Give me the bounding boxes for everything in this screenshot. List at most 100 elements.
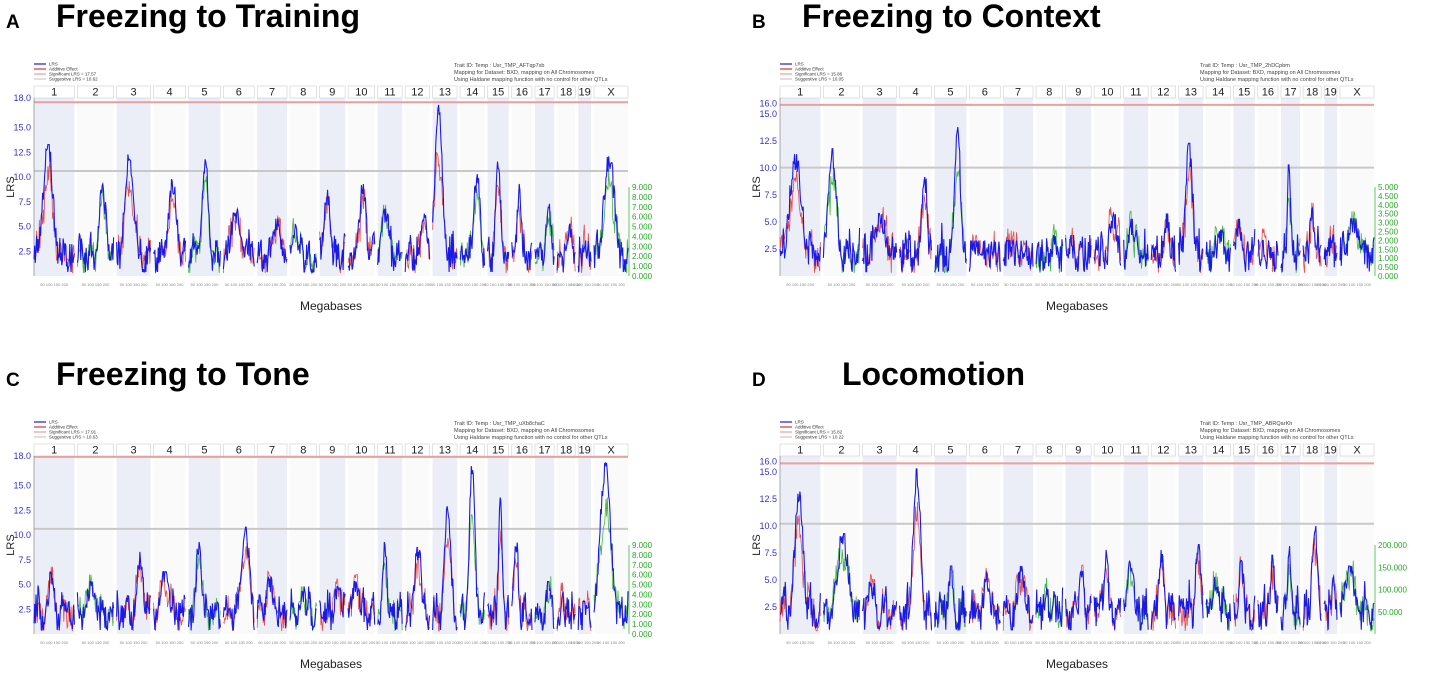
right-tick-label: 9.000 <box>632 183 653 192</box>
megabase-ticks: 50 100 150 200 <box>289 640 318 645</box>
chromosome-label: 4 <box>912 445 918 457</box>
chromosome-band <box>862 456 897 634</box>
chromosome-header <box>1205 443 1231 457</box>
lrs-trace <box>577 600 592 631</box>
legend-label: Suggestive LRS = 10.05 <box>795 77 844 82</box>
chromosome-header <box>1065 85 1092 99</box>
x-axis-label: Megabases <box>300 657 362 671</box>
megabase-ticks: 50 100 150 200 <box>531 640 560 645</box>
chromosome-header <box>432 85 458 99</box>
lrs-trace <box>933 565 967 630</box>
megabase-ticks: 50 100 150 200 <box>82 640 111 645</box>
right-tick-label: 5.000 <box>632 223 653 232</box>
megabase-ticks: 50 100 150 200 <box>1149 640 1178 645</box>
lrs-trace <box>1178 543 1204 629</box>
chromosome-label: X <box>1353 445 1361 457</box>
lrs-trace <box>487 497 510 630</box>
lrs-trace <box>404 546 431 631</box>
mapping-text: Mapping for Dataset: BXD, mapping on All… <box>454 70 595 76</box>
chromosome-label: 18 <box>1306 87 1318 99</box>
lrs-trace <box>968 571 1001 630</box>
chromosome-band <box>1303 456 1322 634</box>
method-text: Using Haldane mapping function with no c… <box>1200 435 1354 441</box>
chromosome-label: 19 <box>578 87 590 99</box>
chromosome-label: 2 <box>838 445 844 457</box>
chromosome-band <box>1233 98 1255 276</box>
chromosome-band <box>1303 98 1322 276</box>
lrs-trace <box>534 581 555 631</box>
chromosome-band <box>1036 98 1063 276</box>
megabase-ticks: 50 100 150 200 <box>1230 282 1259 287</box>
panel-letter: A <box>6 12 20 33</box>
chromosome-label: 19 <box>578 445 590 457</box>
right-tick-label: 6.000 <box>632 571 653 580</box>
traces <box>779 127 1375 274</box>
megabase-ticks: 50 100 150 200 <box>1177 282 1206 287</box>
megabase-ticks: 50 100 150 200 <box>403 640 432 645</box>
chromosome-header <box>223 85 255 99</box>
lrs-trace <box>319 189 346 271</box>
lrs-trace <box>76 181 115 273</box>
panel-letter: B <box>752 12 766 33</box>
right-tick-label: 9.000 <box>632 541 653 550</box>
chromosome-header <box>969 443 1001 457</box>
lrs-trace <box>899 176 933 272</box>
chromosome-label: 2 <box>92 445 98 457</box>
panel-letter: C <box>6 370 20 391</box>
right-tick-label: 0.000 <box>632 630 653 639</box>
lrs-trace <box>1232 218 1256 272</box>
chromosome-label: 2 <box>92 87 98 99</box>
legend-label: Significant LRS = 15.82 <box>795 430 843 435</box>
lrs-trace <box>432 506 458 631</box>
trait-info: Trait ID: Temp : Usr_TMP_uXb8chaCMapping… <box>454 421 608 441</box>
lrs-trace <box>377 541 403 631</box>
megabase-ticks: 50 100 150 200 <box>191 640 220 645</box>
lrs-trace <box>1339 565 1375 630</box>
y-tick-label: 5.0 <box>764 575 777 585</box>
right-axis: 0.0000.5001.0001.5002.0002.5003.0003.500… <box>1374 183 1399 281</box>
right-tick-label: 3.000 <box>632 600 653 609</box>
right-tick-label: 1.500 <box>1378 245 1399 254</box>
lrs-trace <box>1257 238 1279 272</box>
chromosome-header <box>1205 85 1231 99</box>
chromosome-label: 3 <box>877 445 883 457</box>
chromosome-header <box>77 85 114 99</box>
lrs-trace <box>1302 525 1322 628</box>
right-tick-label: 5.000 <box>1378 183 1399 192</box>
chromosome-header <box>1339 443 1375 457</box>
megabase-ticks: 50 100 150 200 <box>1230 640 1259 645</box>
chromosome-header <box>319 85 346 99</box>
y-tick-label: 15.0 <box>759 109 777 119</box>
megabase-ticks: 50 100 150 200 <box>1149 282 1178 287</box>
megabase-ticks: 50 100 150 200 <box>1277 282 1306 287</box>
chromosome-header <box>1150 85 1176 99</box>
lrs-trace <box>187 159 221 271</box>
megabase-ticks: 50 100 150 200 <box>1298 282 1327 287</box>
additive-trace <box>347 188 376 267</box>
y-tick-label: 5.0 <box>18 580 31 590</box>
lrs-trace <box>1339 218 1375 272</box>
megabase-ticks: 50 100 150 200 <box>552 640 581 645</box>
megabase-ticks: 50 100 150 200 <box>866 282 895 287</box>
legend-label: Additive Effect <box>795 425 824 430</box>
lrs-trace <box>1093 211 1122 270</box>
chromosome-header <box>1123 443 1149 457</box>
lrs-trace <box>1123 218 1149 270</box>
y-tick-label: 5.0 <box>18 222 31 232</box>
right-tick-label: 8.000 <box>632 551 653 560</box>
chromosome-label: 3 <box>877 87 883 99</box>
lrs-trace <box>822 533 861 630</box>
megabase-ticks: 50 100 150 200 <box>225 282 254 287</box>
chromosome-band <box>1233 456 1255 634</box>
trait-id: Trait ID: Temp : Usr_TMP_ABRQarKh <box>1200 421 1292 427</box>
chromosome-header <box>1093 85 1121 99</box>
megabase-ticks: 50 100 150 200 <box>1122 640 1151 645</box>
megabase-ticks: 50 100 150 200 <box>1093 282 1122 287</box>
chromosome-label: 9 <box>329 445 335 457</box>
chromosome-header <box>377 85 403 99</box>
right-tick-label: 1.000 <box>632 620 653 629</box>
lrs-trace <box>779 154 821 267</box>
chromosome-label: 11 <box>384 87 395 99</box>
lrs-trace <box>1257 554 1279 630</box>
panel-title: Freezing to Training <box>56 0 361 34</box>
